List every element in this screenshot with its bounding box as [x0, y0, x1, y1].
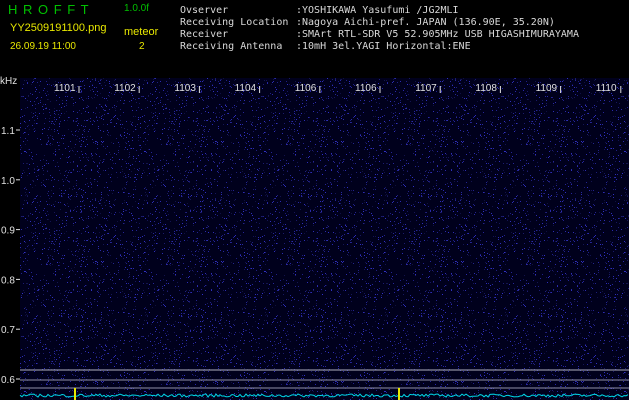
count: 2 — [139, 41, 145, 52]
freq-label: 1106 — [355, 83, 377, 94]
freq-label: 1102 — [114, 83, 136, 94]
time-label: 0.6 — [1, 375, 15, 386]
datetime: 26.09.19 11:00 — [10, 41, 76, 52]
info-label: Receiving Antenna — [180, 41, 283, 52]
freq-label: 1107 — [415, 83, 437, 94]
info-label: Receiving Location — [180, 17, 289, 28]
info-label: Ovserver — [180, 5, 229, 16]
detection-mark — [398, 388, 400, 400]
time-label: 1.1 — [1, 126, 15, 137]
file-name: YY2509191100.png — [10, 22, 107, 34]
freq-label: 1110 — [596, 83, 617, 94]
freq-label: 1101 — [54, 83, 76, 94]
axis-unit: kHz — [0, 76, 17, 87]
waterfall — [20, 78, 629, 400]
detection-mark — [74, 388, 76, 400]
info-value: :10mH 3el.YAGI Horizontal:ENE — [296, 41, 471, 52]
info-value: :Nagoya Aichi-pref. JAPAN (136.90E, 35.2… — [296, 17, 555, 28]
info-value: :YOSHIKAWA Yasufumi /JG2MLI — [296, 5, 459, 16]
freq-label: 1109 — [536, 83, 558, 94]
version: 1.0.0f — [124, 3, 150, 14]
app-name: H R O F F T — [8, 2, 90, 17]
info-label: Receiver — [180, 29, 229, 40]
time-label: 0.8 — [1, 275, 15, 286]
freq-label: 1106 — [295, 83, 317, 94]
freq-label: 1108 — [475, 83, 497, 94]
info-value: :SMArt RTL-SDR V5 52.905MHz USB HIGASHIM… — [296, 29, 579, 40]
time-label: 0.9 — [1, 226, 15, 237]
freq-label: 1103 — [174, 83, 196, 94]
freq-label: 1104 — [235, 83, 257, 94]
time-label: 1.0 — [1, 176, 15, 187]
signal-level — [19, 393, 629, 398]
time-label: 0.7 — [1, 325, 15, 336]
mode: meteor — [124, 26, 159, 38]
